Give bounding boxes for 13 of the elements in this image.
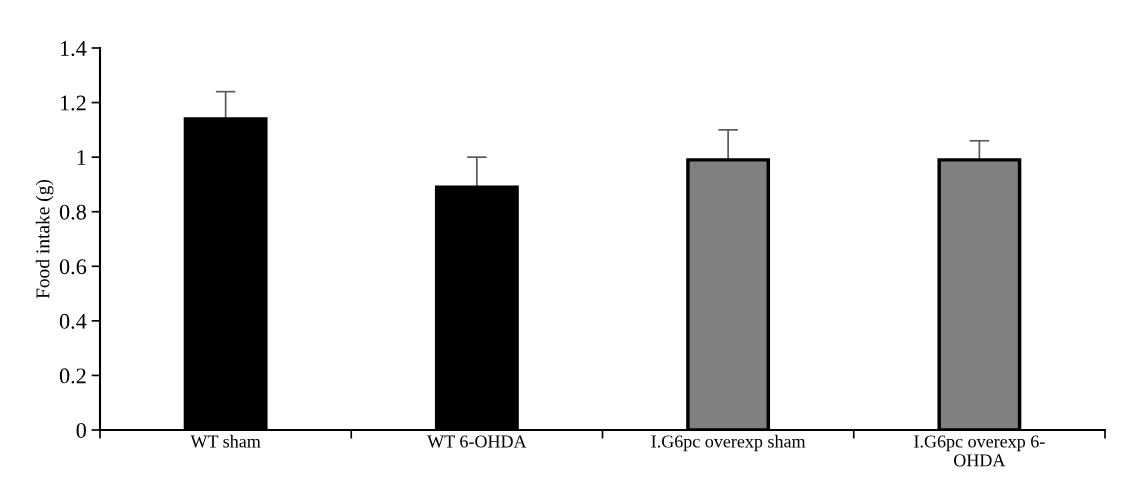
y-tick-label: 0 (76, 422, 86, 438)
y-tick-label: 0.2 (59, 368, 86, 384)
x-tick-label: WT 6-OHDA (427, 435, 527, 448)
y-tick-label: 0.8 (59, 204, 86, 220)
y-tick-label: 1 (77, 150, 86, 165)
y-tick-label: 1.2 (60, 95, 86, 111)
x-tick-label: I.G6pc overexp sham (651, 434, 806, 452)
y-tick-label: 0.6 (59, 259, 87, 275)
x-tick-label: I.G6pc overexp 6- OHDA (914, 435, 1045, 467)
y-tick-label: 0.4 (59, 313, 87, 329)
y-axis-title: Food intake (g) (35, 179, 54, 299)
y-tick-label: 1.4 (60, 41, 87, 57)
x-tick-label: WT sham (190, 434, 261, 448)
